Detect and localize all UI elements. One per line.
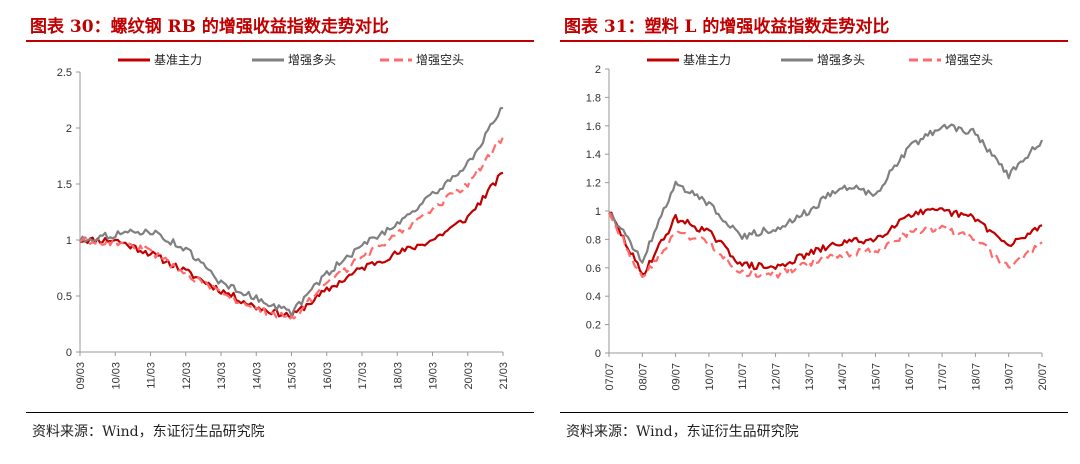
y-tick-label: 1.6 <box>586 121 601 133</box>
source-divider <box>560 412 1068 413</box>
series-line-2 <box>608 123 1044 264</box>
x-tick-label: 21/03 <box>498 362 510 390</box>
line-chart-rb: 0 0.5 1 1.5 2 2.5 09/03 10/03 11/03 12/03 13/03 14/… <box>57 53 510 390</box>
series-line-3 <box>607 212 1043 279</box>
series-line-2 <box>79 106 504 318</box>
y-tick-label: 1 <box>595 206 601 218</box>
x-tick-label: 13/07 <box>804 363 816 391</box>
x-tick-label: 13/03 <box>216 362 228 390</box>
y-tick-label: 2.5 <box>57 67 72 79</box>
source-note: 资料来源：Wind，东证衍生品研究院 <box>566 424 799 440</box>
x-tick-label: 10/03 <box>110 362 122 390</box>
legend-label-1: 基准主力 <box>154 53 202 67</box>
x-tick-label: 07/07 <box>604 363 616 391</box>
series-line-3 <box>79 136 505 322</box>
x-tick-label: 11/03 <box>146 362 158 389</box>
x-tick-label: 14/07 <box>837 363 849 391</box>
y-tick-label: 2 <box>595 64 601 76</box>
title-divider <box>560 40 1068 42</box>
x-tick-label: 18/03 <box>392 362 404 390</box>
x-tick-label: 12/03 <box>181 362 193 390</box>
x-tick-label: 19/03 <box>428 362 440 390</box>
x-tick-label: 09/03 <box>75 362 87 390</box>
legend-label-3: 增强空头 <box>945 53 993 67</box>
y-tick-label: 0.5 <box>57 291 72 303</box>
y-tick-label: 1.2 <box>586 178 601 190</box>
x-tick-label: 10/07 <box>704 363 716 391</box>
source-divider <box>26 412 534 413</box>
y-tick-label: 1 <box>66 235 72 247</box>
x-tick-label: 11/07 <box>737 363 749 390</box>
chart-title: 图表 30：螺纹钢 RB 的增强收益指数走势对比 <box>30 17 389 37</box>
x-tick-label: 14/03 <box>251 362 263 390</box>
y-tick-label: 0.8 <box>586 234 601 246</box>
x-tick-label: 19/07 <box>1004 363 1016 391</box>
series-line-1 <box>79 171 504 319</box>
y-tick-label: 1.8 <box>586 92 601 104</box>
legend-label-2: 增强多头 <box>288 53 336 67</box>
x-tick-label: 09/07 <box>671 363 683 391</box>
y-tick-label: 1.4 <box>586 149 601 161</box>
x-tick-label: 16/07 <box>904 363 916 391</box>
x-tick-label: 15/07 <box>870 363 882 391</box>
legend-label-1: 基准主力 <box>683 53 731 67</box>
chart-title: 图表 31：塑料 L 的增强收益指数走势对比 <box>564 17 890 37</box>
y-tick-label: 1.5 <box>57 179 72 191</box>
x-tick-label: 18/07 <box>970 363 982 391</box>
x-tick-label: 17/03 <box>357 362 369 390</box>
source-note: 资料来源：Wind，东证衍生品研究院 <box>32 424 265 440</box>
x-tick-label: 16/03 <box>322 362 334 390</box>
legend-label-3: 增强空头 <box>416 53 464 67</box>
chart-panel-rb: 图表 30：螺纹钢 RB 的增强收益指数走势对比 0 0.5 1 1.5 2 2.5 09/… <box>18 0 538 464</box>
x-tick-label: 17/07 <box>937 363 949 391</box>
y-tick-label: 0 <box>66 347 72 359</box>
title-divider <box>26 40 534 42</box>
y-tick-label: 0.4 <box>586 291 601 303</box>
x-tick-label: 15/03 <box>287 362 299 390</box>
x-tick-label: 12/07 <box>771 363 783 391</box>
line-chart-l: 0 0.2 0.4 0.6 0.8 1 1.2 1.4 1.6 1.8 2 07/07 08/07 09/… <box>586 53 1049 391</box>
x-tick-label: 08/07 <box>637 363 649 391</box>
y-tick-label: 0 <box>595 348 601 360</box>
y-tick-label: 0.2 <box>586 320 601 332</box>
series-line-1 <box>608 207 1043 276</box>
chart-panel-l: 图表 31：塑料 L 的增强收益指数走势对比 0 0.2 0.4 0.6 0.8 1 1.2… <box>552 0 1072 464</box>
y-tick-label: 2 <box>66 123 72 135</box>
x-tick-label: 20/03 <box>463 362 475 390</box>
legend-label-2: 增强多头 <box>817 53 865 67</box>
x-tick-label: 20/07 <box>1037 363 1049 391</box>
y-tick-label: 0.6 <box>586 263 601 275</box>
